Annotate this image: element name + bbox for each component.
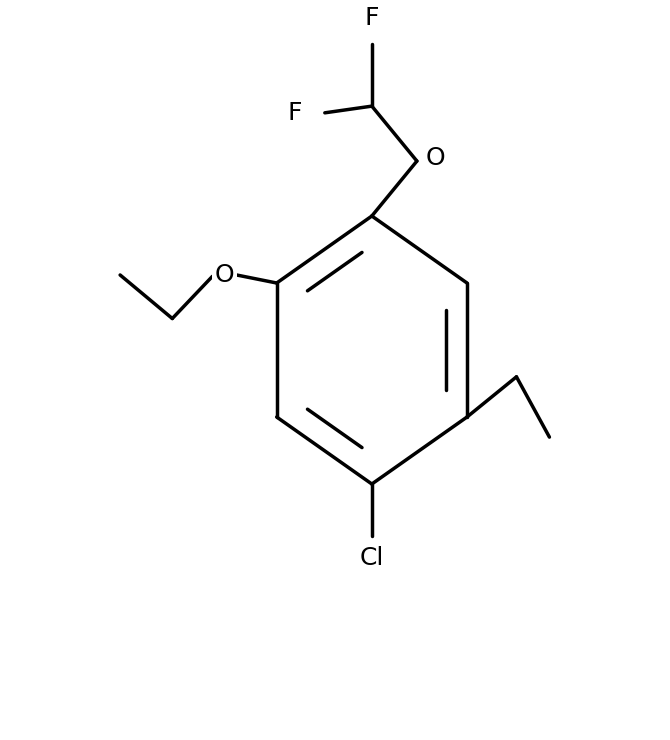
Text: O: O (214, 263, 234, 287)
Text: Cl: Cl (360, 545, 384, 570)
Text: F: F (287, 101, 302, 125)
Text: F: F (364, 6, 379, 30)
Text: O: O (425, 146, 445, 169)
